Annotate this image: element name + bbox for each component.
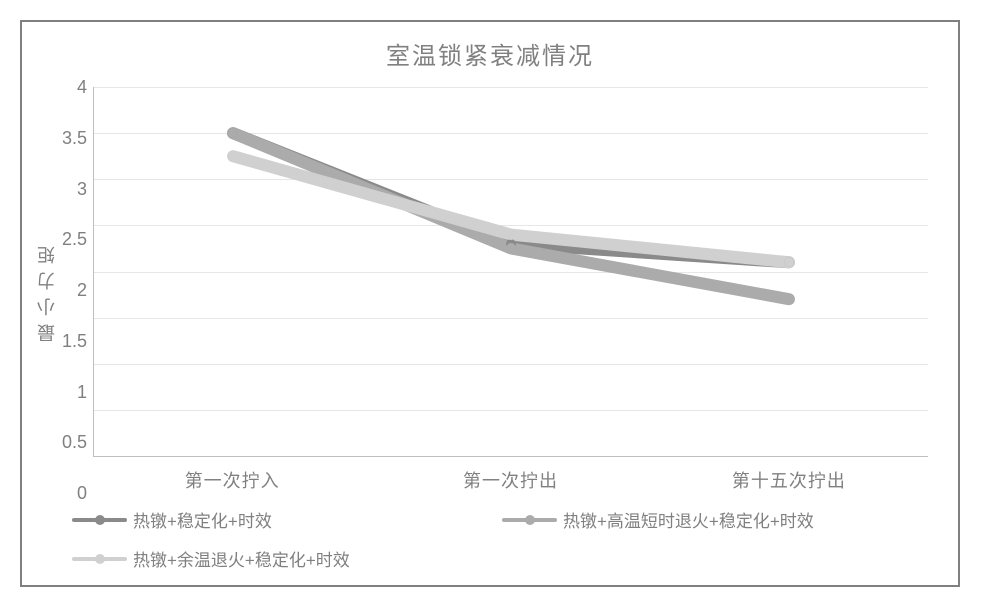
y-tick-labels: 43.532.521.510.50 bbox=[62, 87, 93, 493]
legend-label: 热镦+稳定化+时效 bbox=[133, 507, 272, 532]
legend-swatch bbox=[72, 512, 127, 528]
legend-marker-icon bbox=[95, 554, 105, 564]
legend-label: 热镦+高温短时退火+稳定化+时效 bbox=[563, 507, 814, 532]
legend-item: 热镦+稳定化+时效 bbox=[72, 507, 472, 532]
chart-title: 室温锁紧衰减情况 bbox=[22, 22, 958, 77]
data-marker bbox=[784, 257, 794, 267]
x-tick: 第十五次拧出 bbox=[650, 467, 928, 493]
data-marker bbox=[506, 243, 516, 253]
legend: 热镦+稳定化+时效 热镦+高温短时退火+稳定化+时效热镦+余温退火+稳定化+时效 bbox=[22, 493, 958, 585]
data-marker bbox=[228, 128, 238, 138]
x-tick-labels: 第一次拧入第一次拧出第十五次拧出 bbox=[93, 457, 928, 493]
plot-area bbox=[93, 87, 928, 457]
data-marker bbox=[228, 151, 238, 161]
y-axis-label: 最小力矩 bbox=[34, 238, 60, 342]
chart-container: 室温锁紧衰减情况 最小力矩 43.532.521.510.50 第一次拧入第一次… bbox=[0, 0, 1000, 607]
legend-label: 热镦+余温退火+稳定化+时效 bbox=[133, 546, 350, 571]
plot-column: 第一次拧入第一次拧出第十五次拧出 bbox=[93, 87, 928, 493]
legend-marker-icon bbox=[525, 515, 535, 525]
chart-area: 最小力矩 43.532.521.510.50 第一次拧入第一次拧出第十五次拧出 bbox=[22, 77, 958, 493]
line-chart-svg bbox=[94, 87, 928, 456]
legend-item: 热镦+高温短时退火+稳定化+时效 bbox=[502, 507, 932, 532]
legend-swatch bbox=[72, 551, 127, 567]
series-line bbox=[233, 133, 789, 299]
x-tick: 第一次拧入 bbox=[93, 467, 371, 493]
legend-swatch bbox=[502, 512, 557, 528]
chart-frame: 室温锁紧衰减情况 最小力矩 43.532.521.510.50 第一次拧入第一次… bbox=[20, 20, 960, 587]
data-marker bbox=[506, 230, 516, 240]
x-tick: 第一次拧出 bbox=[371, 467, 649, 493]
ylabel-container: 最小力矩 bbox=[32, 87, 62, 493]
legend-marker-icon bbox=[95, 515, 105, 525]
data-marker bbox=[784, 294, 794, 304]
legend-item: 热镦+余温退火+稳定化+时效 bbox=[72, 546, 472, 571]
